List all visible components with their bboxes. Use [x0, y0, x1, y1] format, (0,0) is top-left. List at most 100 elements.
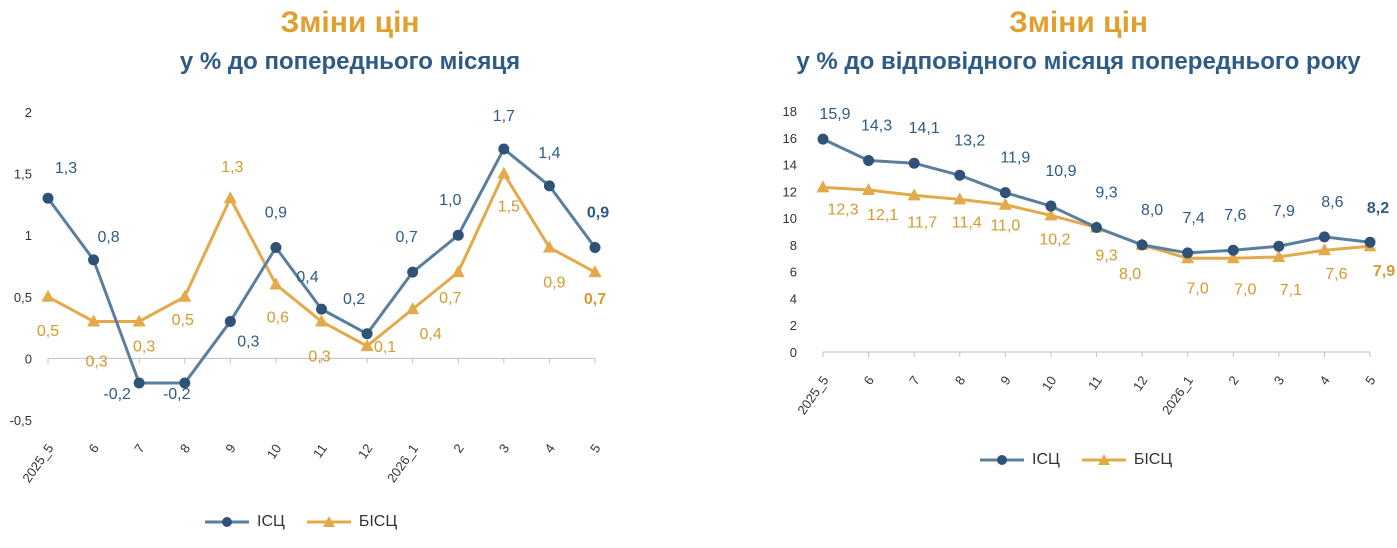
- y-tick-label: 0: [790, 345, 797, 360]
- y-tick-label: 10: [783, 211, 797, 226]
- bisc-point: [1272, 249, 1286, 262]
- isc-point: [316, 303, 327, 315]
- bisc-data-label: 0,4: [420, 326, 442, 343]
- isc-point: [1318, 231, 1330, 243]
- legend-item-isc: ІСЦ: [980, 451, 1060, 469]
- bisc-data-label: 11,0: [990, 218, 1020, 235]
- isc-point: [452, 229, 464, 241]
- legend-isc-swatch-icon: [980, 455, 1024, 465]
- isc-data-label: 0,4: [296, 269, 318, 286]
- y-tick-label: 2: [25, 105, 32, 120]
- isc-point: [543, 180, 555, 192]
- x-tick-label: 9: [222, 441, 238, 456]
- x-tick-label: 10: [264, 441, 285, 461]
- legend-item-bisc: БІСЦ: [1081, 451, 1173, 469]
- bisc-data-label: 0,7: [584, 291, 606, 308]
- isc-data-label: -0,2: [103, 386, 131, 403]
- bisc-point: [588, 265, 602, 278]
- isc-data-label: 0,2: [343, 291, 365, 308]
- y-tick-label: 12: [783, 184, 797, 199]
- bisc-point: [953, 192, 967, 205]
- isc-data-label: 0,8: [97, 229, 119, 246]
- legend-label-bisc: БІСЦ: [1133, 451, 1173, 468]
- y-tick-label: 16: [783, 131, 797, 146]
- y-tick-label: 6: [790, 265, 797, 280]
- x-tick-label: 2: [450, 441, 466, 456]
- chart-subtitle: у % до відповідного місяця попереднього …: [796, 48, 1361, 75]
- isc-point: [1182, 247, 1194, 259]
- bisc-point: [1317, 243, 1331, 256]
- bisc-point: [862, 182, 876, 195]
- bisc-data-label: 0,3: [308, 348, 330, 365]
- isc-point: [817, 133, 829, 145]
- y-tick-label: 8: [790, 238, 797, 253]
- bisc-data-label: 0,5: [172, 312, 194, 329]
- x-tick-label: 2025_5: [794, 373, 831, 417]
- isc-data-label: 11,9: [1000, 150, 1030, 167]
- isc-point: [179, 377, 191, 389]
- isc-data-label: 8,0: [1141, 202, 1163, 219]
- bisc-data-label: 9,3: [1095, 247, 1117, 264]
- isc-point: [908, 157, 920, 169]
- x-tick-label: 6: [861, 373, 877, 388]
- isc-data-label: 0,3: [237, 333, 259, 350]
- bisc-data-label: 11,4: [952, 214, 982, 231]
- bisc-data-label: 0,3: [85, 353, 107, 370]
- x-tick-label: 7: [906, 373, 922, 388]
- legend-item-bisc: БІСЦ: [306, 513, 397, 531]
- x-tick-label: 2026_1: [1159, 373, 1196, 417]
- chart-title: Зміни цін: [1008, 6, 1149, 39]
- bisc-data-label: 10,2: [1039, 231, 1070, 248]
- legend-item-isc: ІСЦ: [205, 513, 285, 531]
- isc-point: [954, 169, 966, 181]
- isc-point: [270, 242, 282, 254]
- x-tick-label: 2025_5: [19, 441, 56, 485]
- x-tick-label: 8: [952, 373, 968, 388]
- x-tick-label: 11: [310, 441, 330, 461]
- bisc-point: [451, 265, 465, 278]
- isc-data-label: 1,4: [538, 145, 560, 162]
- chart-title: Зміни цін: [280, 6, 420, 39]
- bisc-point: [1226, 251, 1240, 264]
- legend: ІСЦ БІСЦ: [980, 451, 1172, 469]
- isc-point: [1136, 239, 1148, 251]
- chart-subtitle: у % до попереднього місяця: [179, 48, 521, 75]
- x-tick-label: 2026_1: [384, 441, 421, 485]
- isc-point: [407, 266, 419, 278]
- bisc-point: [1044, 208, 1058, 221]
- bisc-data-label: 0,1: [374, 339, 396, 356]
- isc-data-label: 8,2: [1367, 200, 1389, 217]
- isc-data-label: 0,9: [265, 205, 287, 222]
- x-tick-label: 12: [1130, 373, 1151, 393]
- legend-label-isc: ІСЦ: [257, 513, 285, 530]
- isc-data-label: 7,4: [1183, 210, 1205, 227]
- isc-data-label: 1,0: [439, 192, 461, 209]
- isc-point: [361, 328, 373, 340]
- isc-point: [498, 143, 510, 155]
- isc-data-label: 8,6: [1321, 194, 1343, 211]
- bisc-data-label: 7,6: [1325, 266, 1347, 283]
- bisc-point: [41, 289, 55, 302]
- isc-data-label: 0,7: [396, 229, 418, 246]
- isc-point: [1227, 244, 1239, 256]
- bisc-data-label: 7,0: [1234, 281, 1256, 298]
- isc-data-label: 13,2: [954, 132, 985, 149]
- y-tick-label: 14: [783, 158, 797, 173]
- y-tick-label: 0,5: [14, 290, 32, 305]
- chart-yearly: Зміни цін у % до відповідного місяця поп…: [760, 0, 1397, 548]
- bisc-point: [497, 166, 511, 179]
- bisc-data-label: 7,0: [1187, 280, 1209, 297]
- bisc-data-label: 0,5: [37, 323, 59, 340]
- bisc-data-label: 8,0: [1119, 266, 1141, 283]
- isc-point: [1091, 221, 1102, 233]
- isc-point: [133, 377, 145, 389]
- bisc-point: [998, 197, 1012, 210]
- isc-data-label: 10,9: [1045, 163, 1076, 180]
- bisc-data-label: 0,3: [133, 338, 155, 355]
- x-tick-label: 5: [587, 441, 603, 456]
- bisc-point: [816, 180, 830, 193]
- legend-bisc-swatch-icon: [306, 516, 351, 527]
- isc-point: [224, 315, 236, 327]
- x-tick-label: 11: [1085, 373, 1105, 393]
- bisc-point: [269, 277, 283, 290]
